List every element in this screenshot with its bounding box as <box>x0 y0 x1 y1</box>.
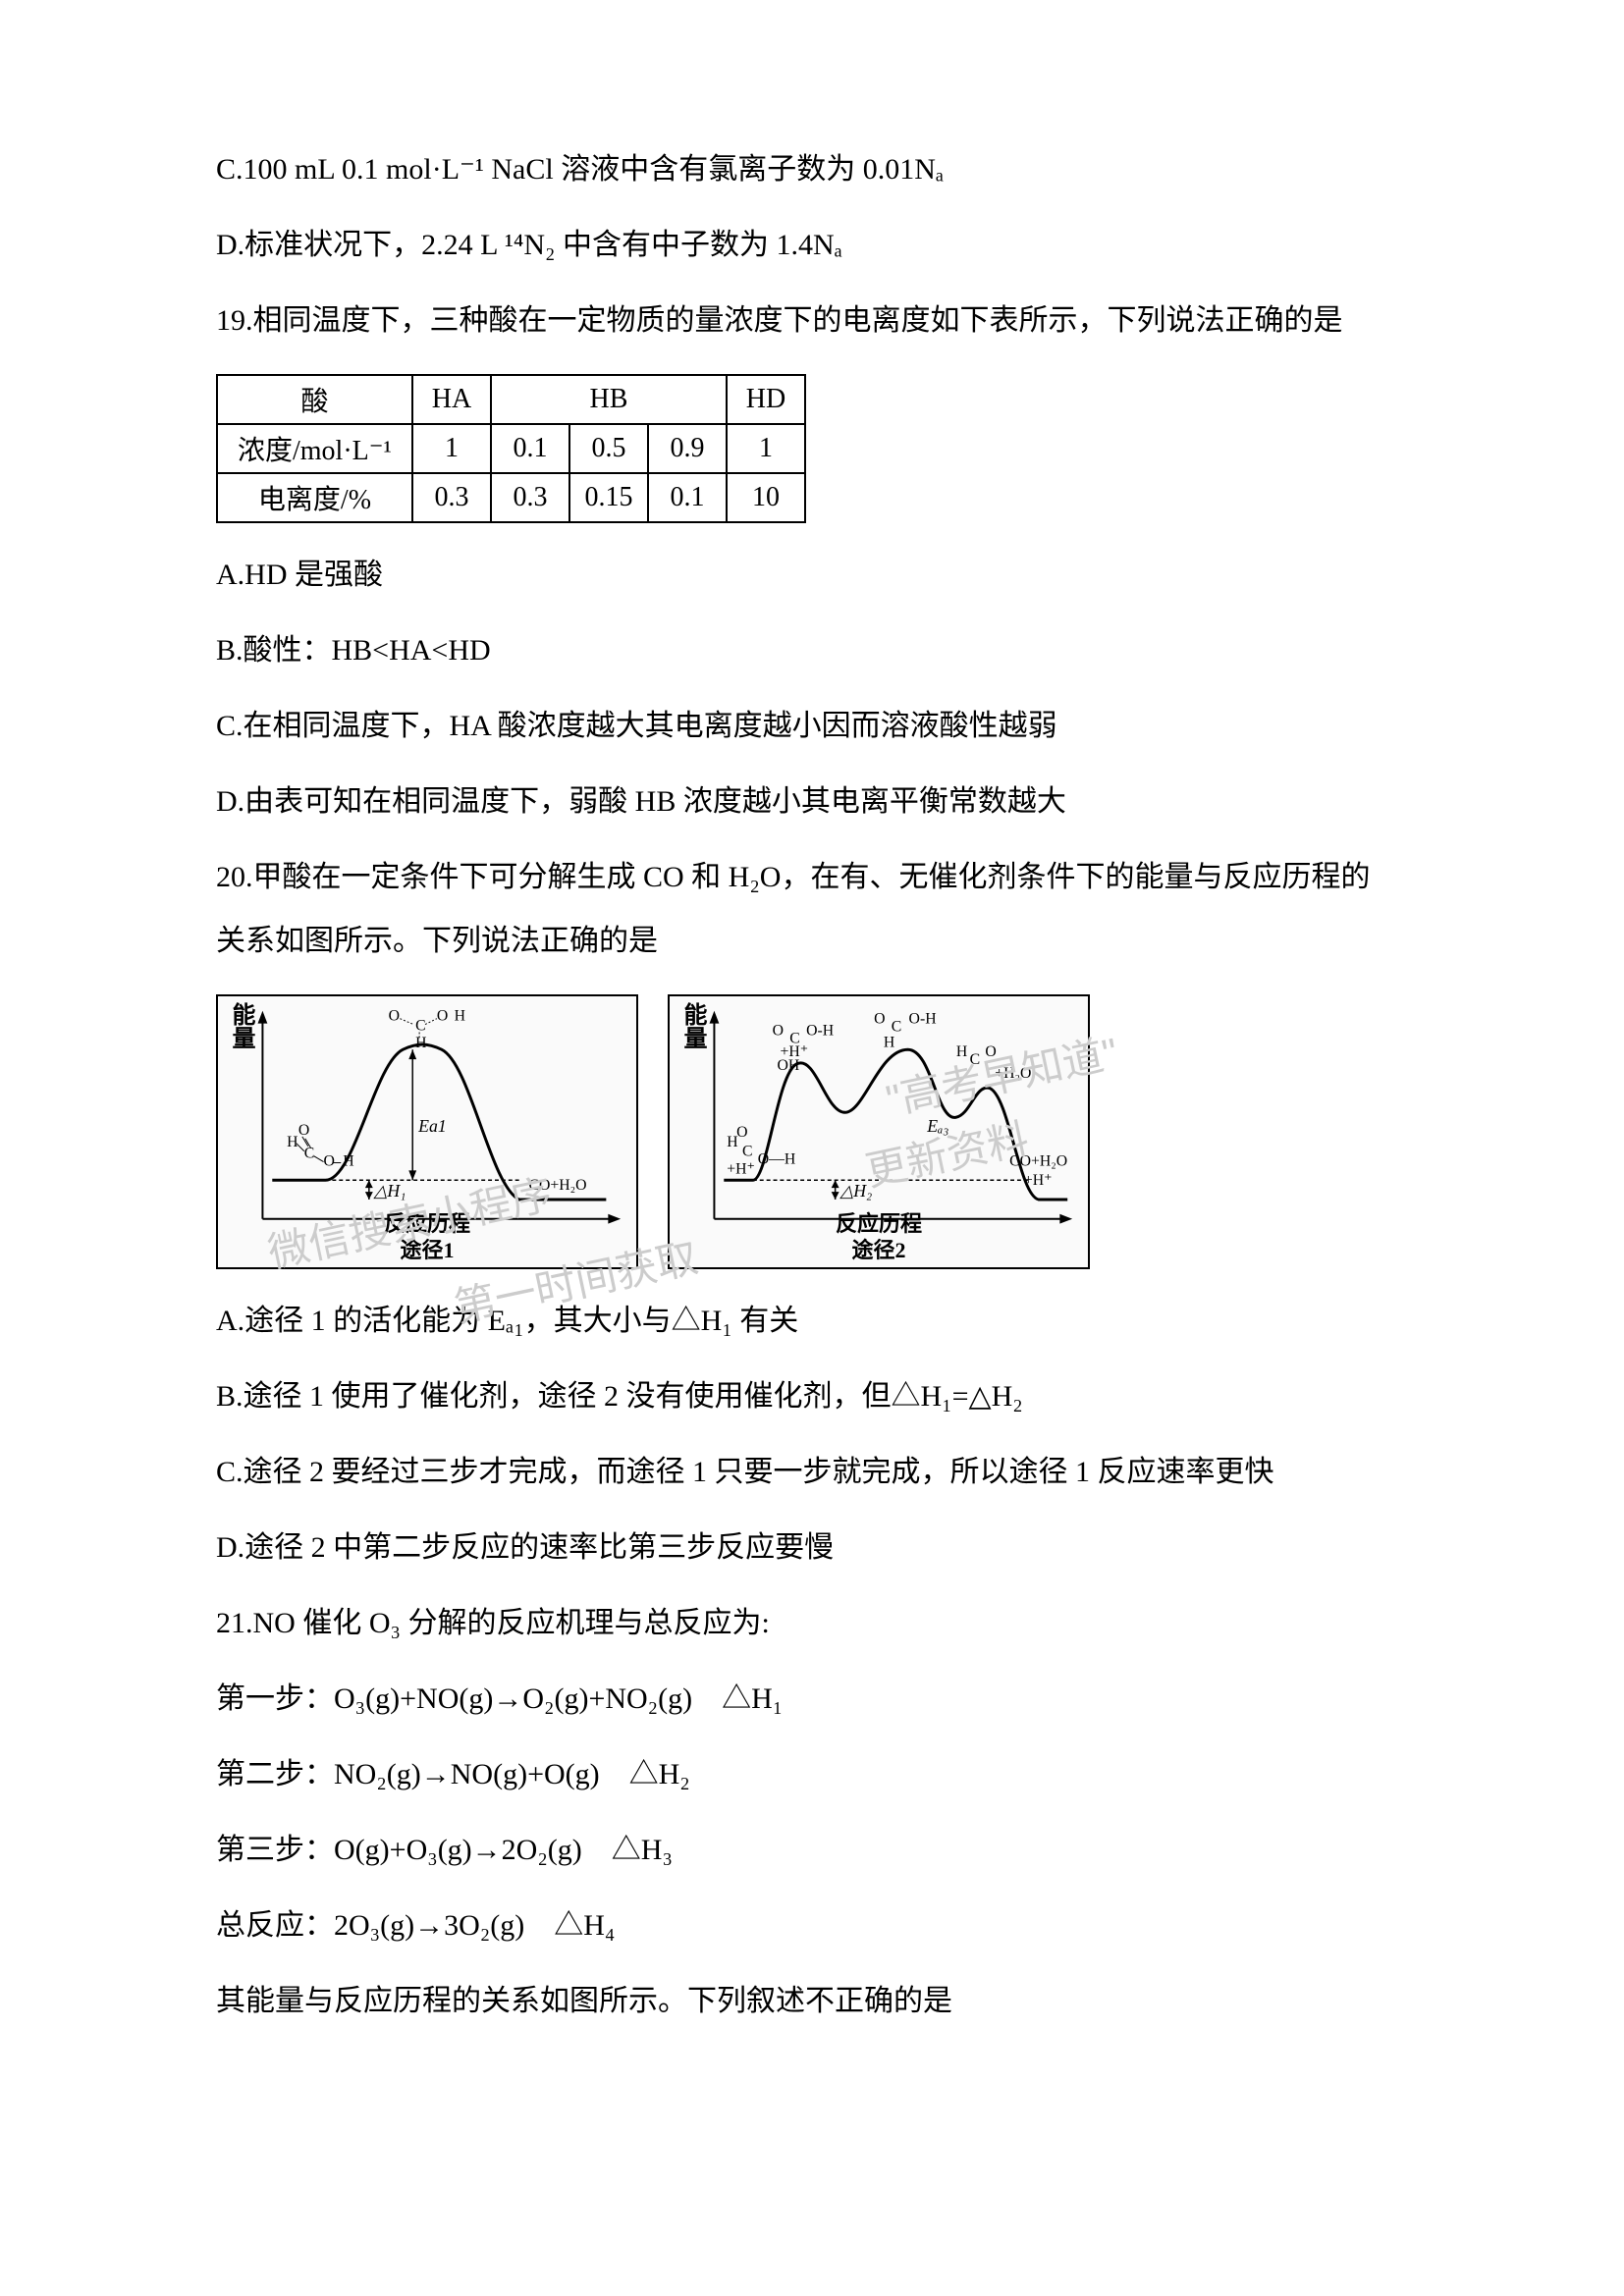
svg-text:C: C <box>415 1018 426 1035</box>
table-cell: 0.15 <box>569 473 648 522</box>
table-cell: HA <box>412 375 491 424</box>
svg-text:O: O <box>985 1043 996 1060</box>
svg-text:O—H: O—H <box>758 1151 796 1168</box>
q19-option-c: C.在相同温度下，HA 酸浓度越大其电离度越小因而溶液酸性越弱 <box>216 704 1408 748</box>
svg-text:H: H <box>415 1035 426 1051</box>
svg-text:O: O <box>736 1124 747 1141</box>
table-cell: 1 <box>727 424 805 473</box>
q21-end: 其能量与反应历程的关系如图所示。下列叙述不正确的是 <box>216 1979 1408 2023</box>
svg-text:C: C <box>892 1018 902 1035</box>
q19-option-b: B.酸性：HB<HA<HD <box>216 628 1408 672</box>
svg-text:CO+H₂O: CO+H₂O <box>529 1177 587 1194</box>
table-cell: 0.9 <box>648 424 727 473</box>
table-cell: 1 <box>412 424 491 473</box>
q20-stem-1: 20.甲酸在一定条件下可分解生成 CO 和 H₂O，在有、无催化剂条件下的能量与… <box>216 855 1408 899</box>
q21-step2: 第二步：NO₂(g)→NO(g)+O(g) △H₂ <box>216 1752 1408 1796</box>
table-row: 电离度/% 0.3 0.3 0.15 0.1 10 <box>217 473 805 522</box>
q20-option-c: C.途径 2 要经过三步才完成，而途径 1 只要一步就完成，所以途径 1 反应速… <box>216 1450 1408 1494</box>
svg-text:C: C <box>304 1146 315 1162</box>
q19-option-d: D.由表可知在相同温度下，弱酸 HB 浓度越小其电离平衡常数越大 <box>216 779 1408 824</box>
svg-text:CO+H₂O: CO+H₂O <box>1009 1153 1067 1170</box>
svg-text:OH: OH <box>778 1057 800 1074</box>
q19-stem: 19.相同温度下，三种酸在一定物质的量浓度下的电离度如下表所示，下列说法正确的是 <box>216 298 1408 343</box>
table-cell: HD <box>727 375 805 424</box>
svg-text:H: H <box>343 1153 353 1170</box>
svg-text:H: H <box>956 1043 967 1060</box>
svg-text:C: C <box>742 1144 753 1160</box>
table-cell: HB <box>491 375 727 424</box>
svg-text:C: C <box>970 1051 981 1068</box>
svg-text:H: H <box>884 1034 894 1050</box>
energy-diagram-2: 能量 △H₂ Eₐ₃ H C O O—H +H⁺ <box>668 994 1090 1269</box>
svg-text:Ea1: Ea1 <box>417 1116 447 1136</box>
table-cell: 0.1 <box>648 473 727 522</box>
svg-text:O-H: O-H <box>909 1011 937 1028</box>
table-header-row: 酸 HA HB HD <box>217 375 805 424</box>
svg-text:O: O <box>874 1011 885 1028</box>
svg-text:H: H <box>455 1008 465 1025</box>
q20-option-b: B.途径 1 使用了催化剂，途径 2 没有使用催化剂，但△H₁=△H₂ <box>216 1374 1408 1418</box>
q20-stem-2: 关系如图所示。下列说法正确的是 <box>216 919 1408 963</box>
q20-option-a: A.途径 1 的活化能为 Eₐ₁，其大小与△H₁ 有关 <box>216 1299 1408 1343</box>
table-cell: 0.1 <box>491 424 569 473</box>
table-cell: 电离度/% <box>217 473 412 522</box>
svg-text:+H₂O: +H₂O <box>995 1065 1031 1082</box>
svg-text:Eₐ₃: Eₐ₃ <box>926 1116 948 1136</box>
svg-text:H: H <box>287 1134 298 1150</box>
table-row: 浓度/mol·L⁻¹ 1 0.1 0.5 0.9 1 <box>217 424 805 473</box>
q21-step1: 第一步：O₃(g)+NO(g)→O₂(g)+NO₂(g) △H₁ <box>216 1677 1408 1721</box>
table-cell: 0.5 <box>569 424 648 473</box>
svg-text:O: O <box>773 1022 784 1039</box>
table-cell: 0.3 <box>412 473 491 522</box>
svg-text:O: O <box>298 1122 309 1139</box>
q20-option-d: D.途径 2 中第二步反应的速率比第三步反应要慢 <box>216 1525 1408 1570</box>
svg-text:+H⁺: +H⁺ <box>727 1160 755 1177</box>
x-axis-label-1: 反应历程 途径1 <box>384 1211 470 1263</box>
q21-total: 总反应：2O₃(g)→3O₂(g) △H₄ <box>216 1903 1408 1948</box>
svg-text:△H₂: △H₂ <box>839 1181 873 1201</box>
svg-text:△H₁: △H₁ <box>373 1181 406 1201</box>
option-c: C.100 mL 0.1 mol·L⁻¹ NaCl 溶液中含有氯离子数为 0.0… <box>216 147 1408 191</box>
q19-option-a: A.HD 是强酸 <box>216 553 1408 597</box>
option-d: D.标准状况下，2.24 L ¹⁴N₂ 中含有中子数为 1.4Nₐ <box>216 223 1408 267</box>
energy-diagram-1: 能量 Ea1 △H₁ H C O <box>216 994 638 1269</box>
table-cell: 0.3 <box>491 473 569 522</box>
q19-table: 酸 HA HB HD 浓度/mol·L⁻¹ 1 0.1 0.5 0.9 1 电离… <box>216 374 806 523</box>
svg-text:O-H: O-H <box>806 1022 834 1039</box>
table-cell: 酸 <box>217 375 412 424</box>
q21-stem: 21.NO 催化 O₃ 分解的反应机理与总反应为: <box>216 1601 1408 1645</box>
svg-text:O: O <box>437 1008 448 1025</box>
energy-diagram-container: "高考早知道" 更新资料 微信搜索小程序 第一时间获取 能量 Ea1 △H₁ <box>216 994 1408 1269</box>
table-cell: 10 <box>727 473 805 522</box>
x-axis-label-2: 反应历程 途径2 <box>836 1211 922 1263</box>
svg-text:O: O <box>389 1008 400 1025</box>
svg-text:O: O <box>324 1153 335 1170</box>
q21-step3: 第三步：O(g)+O₃(g)→2O₂(g) △H₃ <box>216 1828 1408 1872</box>
svg-text:+H⁺: +H⁺ <box>1024 1172 1053 1189</box>
table-cell: 浓度/mol·L⁻¹ <box>217 424 412 473</box>
